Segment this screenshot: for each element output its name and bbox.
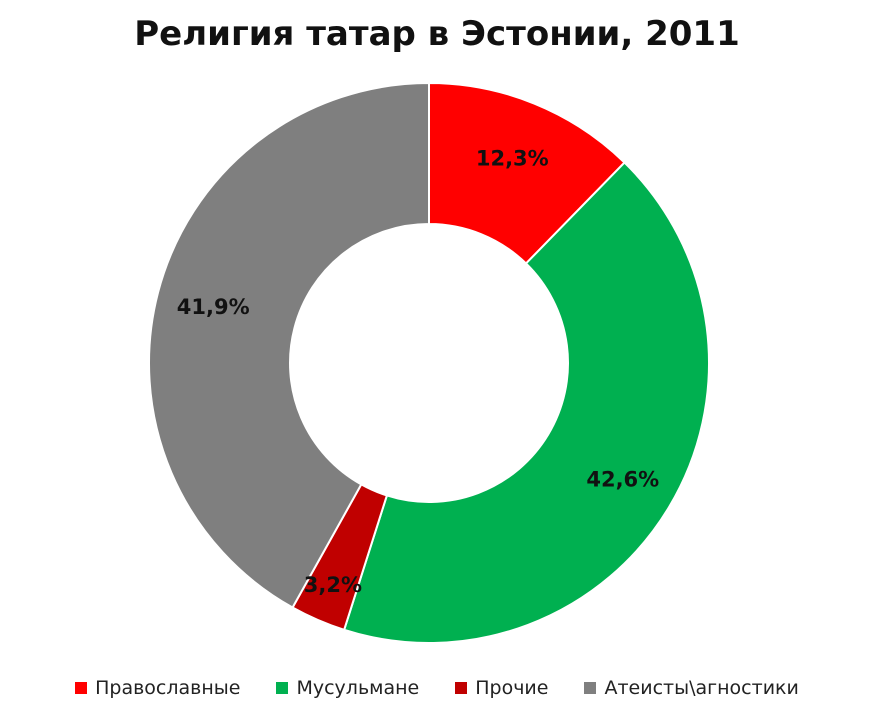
legend-item-orthodox: Православные (75, 677, 240, 699)
legend-label: Атеисты\агностики (604, 677, 799, 699)
slice-muslims (342, 161, 710, 644)
legend-swatch (455, 682, 468, 694)
legend-item-muslims: Мусульмане (276, 677, 419, 699)
chart-title: Религия татар в Эстонии, 2011 (134, 14, 740, 54)
legend-label: Прочие (475, 677, 549, 699)
data-labels: 12,3% 42,6% 3,2% 41,9% (177, 146, 659, 597)
legend-item-other: Прочие (455, 677, 548, 699)
label-atheists: 41,9% (177, 295, 250, 319)
legend-label: Мусульмане (296, 677, 420, 699)
label-orthodox: 12,3% (476, 146, 549, 170)
legend-swatch (276, 682, 289, 694)
donut-slices (148, 81, 710, 644)
legend-swatch (584, 682, 597, 694)
legend-swatch (75, 682, 88, 694)
legend-label: Православные (95, 677, 241, 699)
label-other: 3,2% (304, 573, 362, 597)
label-muslims: 42,6% (586, 467, 659, 491)
legend: Православные Мусульмане Прочие Атеисты\а… (0, 673, 874, 703)
slice-orthodox (428, 81, 626, 265)
legend-item-atheists: Атеисты\агностики (584, 677, 799, 699)
slice-atheists (148, 81, 430, 609)
